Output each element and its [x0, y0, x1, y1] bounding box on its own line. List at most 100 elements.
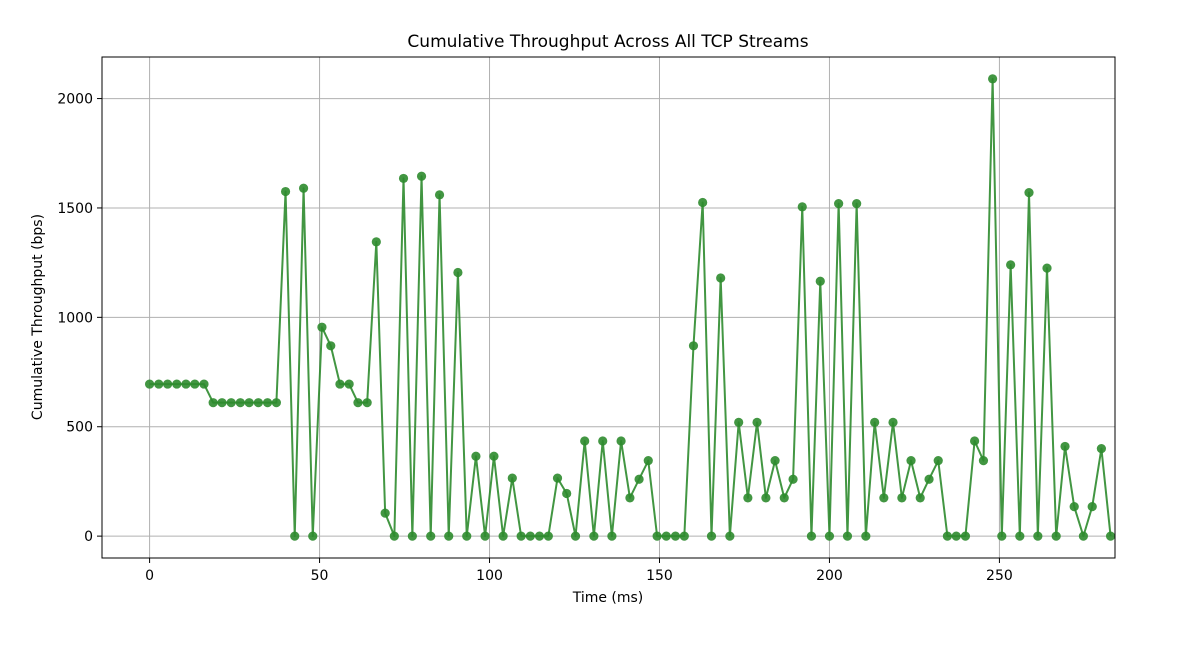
data-point	[725, 531, 735, 541]
data-point	[634, 474, 644, 484]
data-point	[516, 531, 526, 541]
data-point	[797, 202, 807, 212]
data-point	[326, 341, 336, 351]
y-axis-ticks: 0 500 1000 1500 2000	[57, 92, 102, 545]
data-point	[861, 531, 871, 541]
data-point	[978, 456, 989, 466]
data-point	[842, 531, 853, 541]
data-point	[1078, 531, 1088, 541]
data-point	[525, 531, 535, 541]
x-tick-label: 50	[311, 568, 329, 584]
data-point	[716, 273, 726, 283]
data-point	[888, 417, 898, 427]
data-point	[1042, 263, 1052, 273]
chart-title: Cumulative Throughput Across All TCP Str…	[407, 32, 808, 52]
data-point	[371, 237, 381, 247]
x-tick-label: 0	[145, 568, 154, 584]
data-point	[951, 531, 961, 541]
data-point	[199, 379, 209, 389]
data-points	[144, 74, 1116, 541]
y-tick-label: 500	[66, 420, 93, 436]
data-point	[317, 322, 327, 332]
data-point	[389, 531, 399, 541]
data-point	[398, 173, 409, 184]
data-point	[770, 456, 780, 466]
data-point	[743, 493, 753, 503]
data-point	[906, 456, 916, 466]
x-tick-label: 200	[816, 568, 843, 584]
data-point	[734, 417, 744, 427]
data-point	[1015, 531, 1025, 541]
data-point	[970, 436, 980, 446]
data-point	[498, 531, 508, 541]
data-point	[852, 198, 862, 209]
y-tick-label: 0	[84, 529, 93, 545]
data-point	[897, 493, 907, 503]
x-tick-label: 150	[646, 568, 673, 584]
data-point	[815, 276, 825, 286]
plot-area-frame	[101, 56, 1116, 559]
data-point	[1051, 531, 1061, 541]
data-point	[308, 531, 318, 541]
data-point	[335, 379, 345, 389]
data-point	[262, 398, 273, 408]
data-point	[534, 531, 545, 541]
data-point	[988, 74, 998, 84]
data-point	[960, 531, 971, 541]
data-point	[761, 493, 771, 503]
data-point	[208, 398, 218, 408]
x-axis-label: Time (ms)	[572, 590, 644, 606]
data-point	[879, 493, 889, 503]
data-point	[661, 531, 671, 541]
data-point	[1069, 501, 1079, 512]
grid	[102, 57, 1115, 558]
data-point	[471, 451, 481, 461]
data-point	[924, 474, 934, 484]
data-point	[280, 186, 291, 197]
data-point	[670, 531, 681, 541]
x-tick-label: 100	[476, 568, 503, 584]
data-point	[933, 456, 943, 466]
data-point	[1087, 501, 1097, 512]
data-point	[625, 493, 635, 503]
data-point	[834, 198, 844, 209]
data-point	[1105, 531, 1116, 541]
data-point	[407, 531, 417, 541]
data-point	[652, 531, 662, 541]
data-point	[607, 531, 617, 541]
data-point	[1006, 260, 1016, 270]
data-point	[244, 398, 254, 408]
data-point	[144, 379, 155, 389]
data-point	[870, 417, 880, 427]
data-point	[190, 379, 200, 389]
data-point	[598, 436, 608, 446]
data-point	[253, 398, 263, 408]
data-point	[806, 531, 817, 541]
data-point	[915, 493, 925, 503]
data-point	[752, 417, 762, 427]
data-point	[453, 267, 463, 278]
data-point	[562, 488, 572, 499]
y-tick-label: 2000	[57, 92, 93, 108]
data-point	[643, 456, 653, 466]
data-point	[543, 531, 553, 541]
data-point	[426, 531, 436, 541]
series-line-group	[149, 77, 1112, 538]
data-point	[552, 473, 563, 483]
data-point	[580, 436, 590, 446]
data-point	[706, 531, 717, 541]
data-point	[779, 493, 789, 503]
data-point	[163, 379, 173, 389]
data-point	[489, 451, 499, 461]
data-point	[997, 531, 1007, 541]
data-point	[290, 531, 300, 541]
data-point	[181, 379, 191, 389]
data-point	[1024, 188, 1034, 198]
y-tick-label: 1000	[57, 310, 93, 326]
data-point	[217, 398, 227, 408]
data-point	[1096, 444, 1106, 454]
data-point	[480, 531, 490, 541]
data-point	[679, 531, 689, 541]
data-point	[570, 531, 581, 541]
data-point	[235, 398, 245, 408]
